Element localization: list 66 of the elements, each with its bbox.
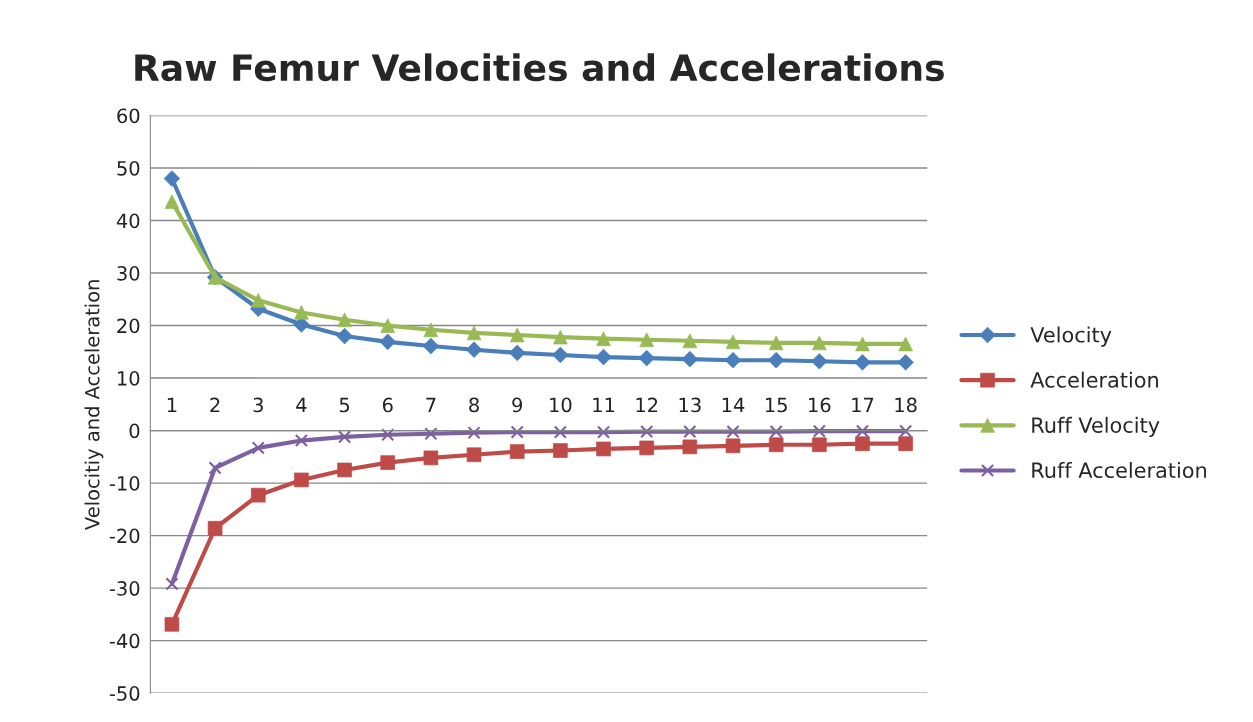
point (724, 352, 742, 369)
point (639, 332, 654, 348)
point (337, 430, 352, 444)
legend-label: Acceleration (1030, 371, 1158, 388)
point (596, 425, 611, 439)
point (336, 327, 353, 345)
point (424, 427, 438, 441)
legend-label: Ruff Velocity (1032, 416, 1160, 437)
x-tick-label: 5 (339, 397, 350, 413)
x-tick-label: 2 (210, 397, 220, 413)
legend-label: Ruff Acceleration (1032, 461, 1206, 479)
y-tick-label: -40 (109, 633, 140, 649)
x-tick-label: 17 (852, 397, 874, 413)
point (726, 425, 740, 439)
y-tick-label: -20 (109, 528, 140, 544)
point (208, 461, 222, 475)
point (725, 438, 741, 454)
point (552, 346, 569, 364)
y-tick-label: 60 (117, 108, 140, 124)
point (337, 462, 352, 478)
y-tick-label: 50 (117, 160, 140, 176)
point (294, 433, 309, 448)
x-tick-label: 8 (469, 397, 479, 413)
point (467, 426, 481, 440)
point (812, 424, 826, 438)
point (251, 441, 265, 455)
point (683, 425, 697, 439)
x-tick-label: 11 (593, 397, 615, 413)
point (380, 455, 396, 470)
point (207, 520, 223, 536)
point (510, 425, 524, 439)
point (294, 472, 309, 488)
y-tick-label: -50 (109, 686, 140, 701)
y-tick-label: 20 (117, 318, 140, 334)
point (250, 487, 266, 503)
y-tick-label: 10 (118, 371, 140, 386)
point (165, 577, 179, 591)
point (899, 424, 913, 438)
y-tick-label: -30 (109, 581, 140, 596)
legend-label: Velocity (1030, 326, 1112, 347)
point (381, 428, 395, 442)
y-tick-label: 40 (116, 213, 140, 229)
x-tick-label: 13 (679, 397, 701, 413)
x-tick-label: 12 (636, 397, 658, 413)
x-tick-label: 1 (167, 397, 177, 413)
x-tick-label: 16 (809, 397, 831, 413)
point (769, 425, 783, 439)
y-tick-label: -10 (109, 476, 140, 491)
point (553, 425, 567, 439)
point (640, 425, 654, 439)
x-tick-label: 18 (895, 397, 917, 413)
point (639, 440, 654, 456)
x-tick-label: 9 (512, 397, 523, 413)
x-tick-label: 7 (426, 397, 436, 413)
y-tick-label: 0 (129, 423, 140, 439)
point (855, 424, 870, 438)
y-axis-title: Velocitiy and Acceleration (84, 280, 104, 530)
x-tick-label: 14 (722, 397, 745, 413)
x-tick-label: 15 (765, 397, 787, 413)
x-tick-label: 4 (296, 397, 307, 413)
point (638, 349, 655, 367)
x-tick-label: 6 (382, 397, 393, 413)
chart-title: Raw Femur Velocities and Accelerations (135, 53, 944, 82)
x-tick-label: 10 (550, 397, 572, 413)
y-tick-label: 30 (117, 266, 140, 281)
x-tick-label: 3 (253, 397, 263, 413)
